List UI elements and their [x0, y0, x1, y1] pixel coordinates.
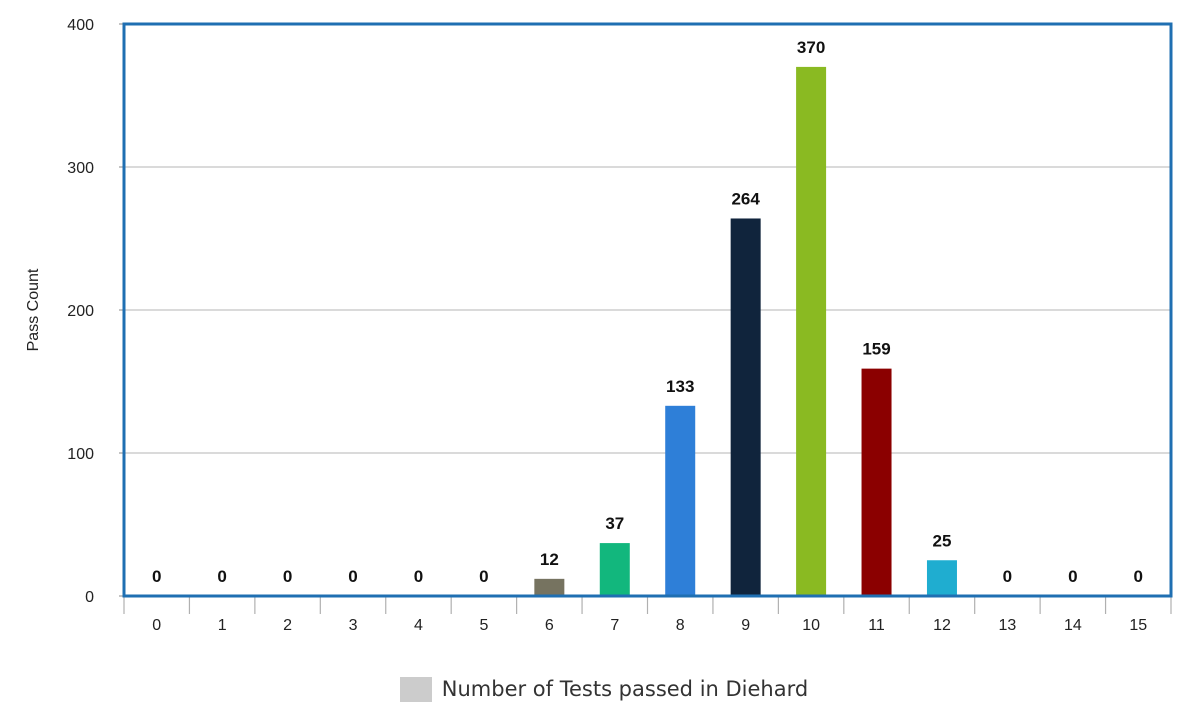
- x-tick-label: 2: [283, 617, 292, 634]
- bar-6: [534, 578, 565, 596]
- data-label-5: 0: [479, 567, 488, 586]
- data-label-13: 0: [1003, 567, 1012, 586]
- bar-11: [861, 368, 892, 596]
- data-label-0: 0: [152, 567, 161, 586]
- x-tick-label: 13: [999, 617, 1017, 634]
- bar-12: [926, 560, 957, 596]
- data-label-10: 370: [797, 38, 825, 57]
- y-axis-title: Pass Count: [25, 268, 42, 351]
- x-tick-label: 0: [152, 617, 161, 634]
- legend-swatch: [399, 676, 432, 702]
- data-label-14: 0: [1068, 567, 1077, 586]
- x-tick-label: 4: [414, 617, 423, 634]
- data-label-3: 0: [348, 567, 357, 586]
- bar-8: [665, 405, 696, 596]
- y-tick-label: 100: [67, 446, 94, 463]
- y-tick-label: 400: [67, 17, 94, 34]
- data-label-6: 12: [540, 550, 559, 569]
- data-label-11: 159: [862, 340, 890, 359]
- data-label-1: 0: [217, 567, 226, 586]
- data-label-2: 0: [283, 567, 292, 586]
- data-label-8: 133: [666, 377, 694, 396]
- x-tick-label: 15: [1129, 617, 1147, 634]
- bars: [534, 66, 957, 597]
- x-tick-label: 6: [545, 617, 554, 634]
- x-tick-label: 12: [933, 617, 951, 634]
- gridlines: [124, 23, 1171, 597]
- x-tick-label: 3: [349, 617, 358, 634]
- x-tick-label: 14: [1064, 617, 1082, 634]
- data-label-4: 0: [414, 567, 423, 586]
- y-tick-label: 200: [67, 303, 94, 320]
- x-tick-label: 9: [741, 617, 750, 634]
- legend: Number of Tests passed in Diehard: [0, 673, 1192, 705]
- bar-7: [599, 543, 630, 596]
- x-tick-label: 8: [676, 617, 685, 634]
- plot-area-border: [122, 22, 1173, 598]
- x-axis-ticks: 0 1 2 3 4 5 6 7 8 9 10 11 12 13 14 15: [123, 595, 1172, 634]
- data-label-15: 0: [1134, 567, 1143, 586]
- x-tick-label: 1: [218, 617, 227, 634]
- x-tick-label: 11: [868, 617, 885, 634]
- x-tick-label: 7: [610, 617, 619, 634]
- x-tick-label: 10: [802, 617, 820, 634]
- bar-9: [730, 218, 761, 597]
- data-label-9: 264: [731, 189, 760, 208]
- data-label-12: 25: [933, 531, 952, 550]
- legend-label: Number of Tests passed in Diehard: [441, 677, 809, 701]
- x-tick-label: 5: [479, 617, 488, 634]
- bar-10: [796, 66, 827, 596]
- y-tick-label: 300: [67, 160, 94, 177]
- y-axis-ticks: 0 100 200 300 400: [67, 17, 124, 606]
- data-labels: 0 0 0 0 0 0 12 37 133 264 370 159 25 0 0 0: [152, 38, 1143, 586]
- data-label-7: 37: [605, 514, 624, 533]
- y-tick-label: 0: [85, 589, 94, 606]
